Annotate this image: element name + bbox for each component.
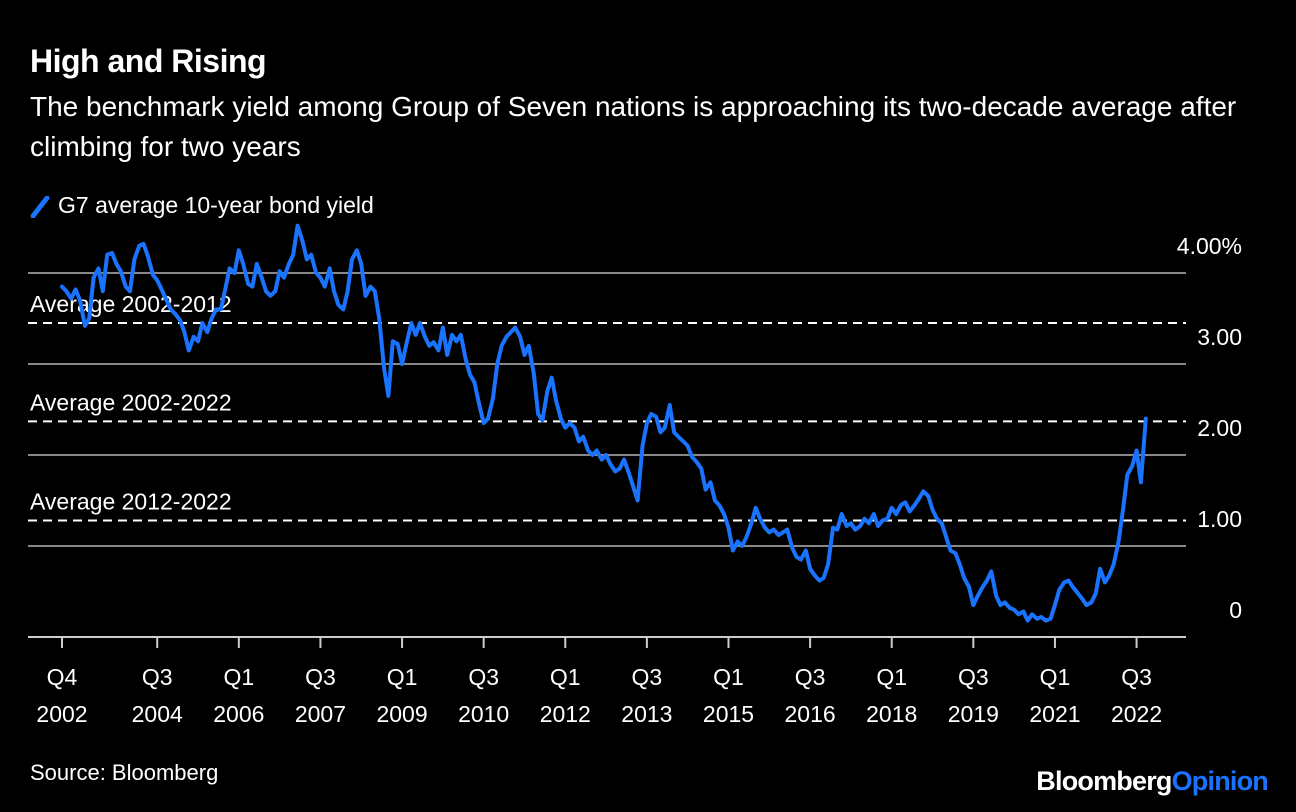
x-tick-label: Q1 <box>550 664 581 690</box>
x-tick-year-label: 2015 <box>703 701 754 727</box>
chart-subtitle: The benchmark yield among Group of Seven… <box>30 91 1237 162</box>
x-tick-year-label: 2019 <box>948 701 999 727</box>
x-tick-label: Q3 <box>958 664 989 690</box>
x-tick-label: Q3 <box>632 664 663 690</box>
legend-label: G7 average 10-year bond yield <box>58 192 374 218</box>
x-tick-label: Q1 <box>713 664 744 690</box>
y-tick-label: 2.00 <box>1197 415 1242 441</box>
x-tick-label: Q1 <box>876 664 907 690</box>
reference-label: Average 2002-2012 <box>30 291 232 317</box>
brand-part1: Bloomberg <box>1036 766 1172 796</box>
x-tick-label: Q1 <box>1040 664 1071 690</box>
x-tick-year-label: 2006 <box>213 701 264 727</box>
source-note: Source: Bloomberg <box>30 760 219 785</box>
x-tick-year-label: 2007 <box>295 701 346 727</box>
x-tick-year-label: 2010 <box>458 701 509 727</box>
x-tick-year-label: 2022 <box>1111 701 1162 727</box>
x-tick-year-label: 2009 <box>376 701 427 727</box>
y-tick-label: 4.00% <box>1177 233 1242 259</box>
x-tick-label: Q3 <box>795 664 826 690</box>
y-tick-label: 3.00 <box>1197 324 1242 350</box>
reference-label: Average 2002-2022 <box>30 389 232 415</box>
x-tick-year-label: 2004 <box>132 701 183 727</box>
y-tick-label: 0 <box>1229 597 1242 623</box>
x-tick-year-label: 2002 <box>36 701 87 727</box>
x-tick-label: Q1 <box>223 664 254 690</box>
reference-lines: Average 2002-2012 Average 2002-2022 Averag… <box>28 291 1186 522</box>
x-tick-label: Q3 <box>468 664 499 690</box>
x-tick-label: Q1 <box>387 664 418 690</box>
x-tick-label: Q3 <box>142 664 173 690</box>
legend-swatch-icon <box>30 195 50 218</box>
x-tick-label: Q3 <box>1121 664 1152 690</box>
x-tick-year-label: 2012 <box>540 701 591 727</box>
y-tick-label: 1.00 <box>1197 506 1242 532</box>
x-tick-year-label: 2018 <box>866 701 917 727</box>
brand-part2: Opinion <box>1171 766 1269 796</box>
y-axis: 4.00% 3.00 2.00 1.00 0 <box>1177 233 1242 623</box>
legend: G7 average 10-year bond yield <box>30 192 374 219</box>
x-tick-year-label: 2013 <box>621 701 672 727</box>
x-tick-year-label: 2021 <box>1029 701 1080 727</box>
x-tick-label: Q3 <box>305 664 336 690</box>
x-tick-year-label: 2016 <box>785 701 836 727</box>
series-line-g7-yield <box>60 223 1148 623</box>
reference-label: Average 2012-2022 <box>30 489 232 515</box>
brand-logo: BloombergOpinion <box>1036 766 1269 797</box>
chart-title: High and Rising <box>30 43 267 79</box>
x-tick-label: Q4 <box>47 664 78 690</box>
x-axis: Q4 2002 Q3 2004 Q1 2006 Q3 2007 Q1 2009 Q3 2010 Q1 20… <box>36 637 1162 727</box>
